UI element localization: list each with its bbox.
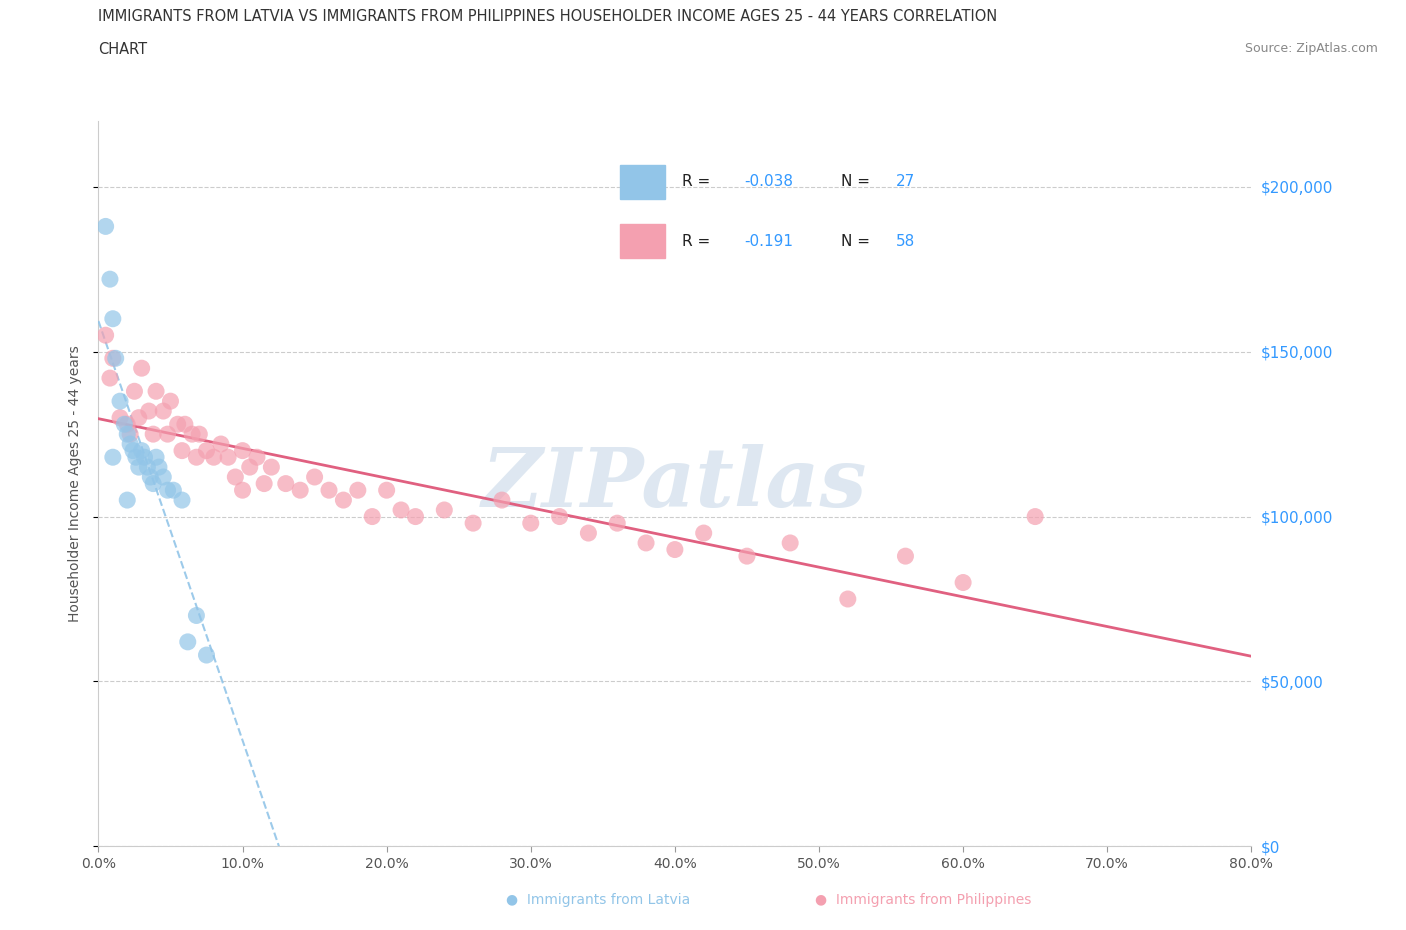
Point [952,575,974,590]
Text: CHART: CHART [98,42,148,57]
Point [181,427,204,442]
Point [195,444,218,458]
Point [101,450,124,465]
Point [433,502,456,517]
Point [104,351,127,365]
Point [145,450,167,465]
Point [122,444,145,458]
Text: ●  Immigrants from Latvia: ● Immigrants from Latvia [506,893,690,907]
Point [94,327,117,342]
Point [332,493,354,508]
Point [142,427,165,442]
Point [117,493,139,508]
Point [125,450,148,465]
Point [128,459,150,474]
Point [217,450,239,465]
Text: ●  Immigrants from Philippines: ● Immigrants from Philippines [815,893,1032,907]
Point [260,459,283,474]
Point [112,417,135,432]
Point [131,444,153,458]
Point [162,483,184,498]
Point [124,384,146,399]
Point [170,444,193,458]
Point [578,525,600,540]
Point [231,483,254,498]
Point [186,450,208,465]
Point [170,493,193,508]
Point [156,483,179,498]
Point [461,516,484,531]
Point [166,417,188,432]
Point [894,549,917,564]
Point [131,361,153,376]
Point [491,493,513,508]
Point [98,272,121,286]
Point [152,404,174,418]
Point [735,549,758,564]
Point [108,410,131,425]
Point [195,647,218,662]
Point [304,470,326,485]
Point [224,470,246,485]
Point [108,393,131,408]
Point [361,509,384,524]
Point [693,525,716,540]
Point [101,351,124,365]
Point [405,509,427,524]
Point [152,470,174,485]
Point [128,410,150,425]
Point [231,444,254,458]
Point [159,393,181,408]
Point [202,450,225,465]
Point [117,427,139,442]
Point [375,483,398,498]
Point [606,516,628,531]
Text: Source: ZipAtlas.com: Source: ZipAtlas.com [1244,42,1378,55]
Point [837,591,859,606]
Point [156,427,179,442]
Point [274,476,297,491]
Point [101,312,124,326]
Point [239,459,262,474]
Point [120,427,142,442]
Point [98,371,121,386]
Point [209,436,232,451]
Point [136,459,159,474]
Point [148,459,170,474]
Point [346,483,368,498]
Point [636,536,658,551]
Point [120,436,142,451]
Point [246,450,269,465]
Point [188,427,211,442]
Point [779,536,801,551]
Point [177,634,200,649]
Point [520,516,543,531]
Point [139,470,162,485]
Point [253,476,276,491]
Text: IMMIGRANTS FROM LATVIA VS IMMIGRANTS FROM PHILIPPINES HOUSEHOLDER INCOME AGES 25: IMMIGRANTS FROM LATVIA VS IMMIGRANTS FRO… [98,9,998,24]
Point [145,384,167,399]
Point [1024,509,1046,524]
Point [548,509,571,524]
Text: ZIPatlas: ZIPatlas [482,444,868,524]
Point [318,483,340,498]
Point [186,608,208,623]
Point [134,450,156,465]
Point [664,542,686,557]
Point [389,502,412,517]
Point [174,417,197,432]
Point [94,219,117,233]
Point [138,404,160,418]
Point [142,476,165,491]
Point [290,483,312,498]
Y-axis label: Householder Income Ages 25 - 44 years: Householder Income Ages 25 - 44 years [67,345,82,622]
Point [117,417,139,432]
